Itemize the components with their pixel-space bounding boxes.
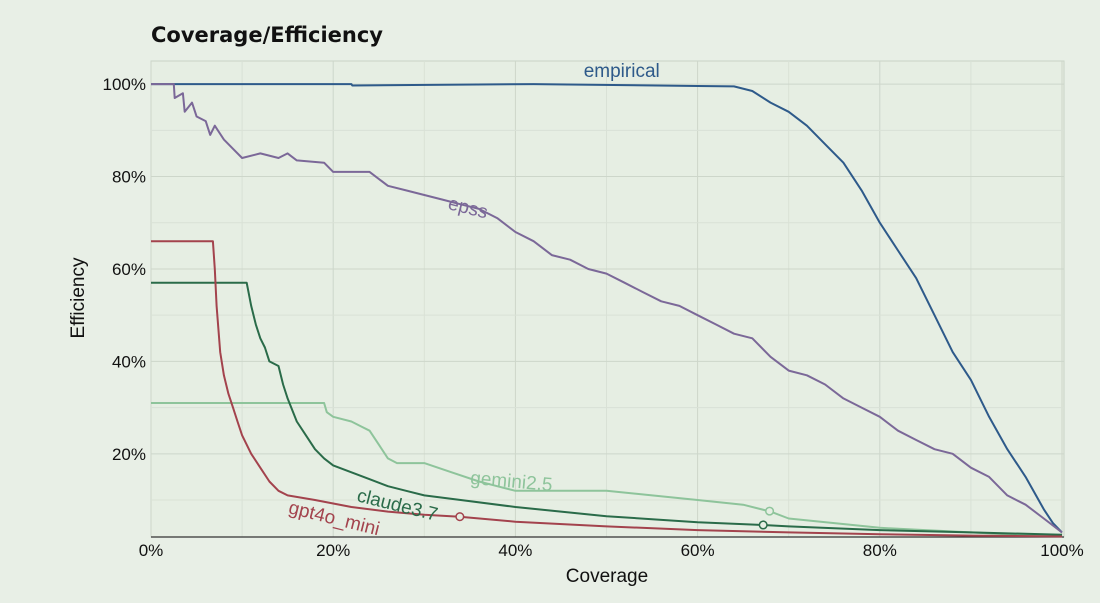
- y-tick-label: 20%: [112, 445, 146, 464]
- x-tick-label: 40%: [498, 541, 532, 560]
- x-axis-label: Coverage: [566, 566, 648, 587]
- series-line-claude3.7: [151, 281, 1063, 536]
- series-marker-gpt4o_mini: [455, 512, 465, 522]
- series-lines: [151, 83, 1063, 538]
- series-marker-gemini2.5: [765, 506, 775, 516]
- y-axis-label: Efficiency: [68, 257, 89, 338]
- x-tick-label: 80%: [863, 541, 897, 560]
- series-label-empirical: empirical: [584, 61, 660, 82]
- series-marker-claude3.7: [758, 520, 768, 530]
- series-line-gemini2.5: [151, 402, 1063, 537]
- y-tick-label: 60%: [112, 260, 146, 279]
- series-line-empirical: [151, 83, 1063, 534]
- plot-area: [150, 60, 1065, 538]
- series-line-gpt4o_mini: [151, 240, 1063, 538]
- x-tick-label: 0%: [139, 541, 164, 560]
- x-tick-label: 60%: [681, 541, 715, 560]
- series-line-epss: [151, 83, 1063, 534]
- chart-title: Coverage/Efficiency: [151, 23, 383, 47]
- y-tick-label: 80%: [112, 168, 146, 187]
- x-tick-label: 20%: [316, 541, 350, 560]
- y-tick-label: 100%: [103, 75, 146, 94]
- y-tick-label: 40%: [112, 352, 146, 371]
- x-tick-label: 100%: [1040, 541, 1083, 560]
- gridlines: [150, 61, 1064, 537]
- axes: 0% 20% 40% 60% 80% 100% 20% 40% 60% 80% 100%: [103, 75, 1084, 560]
